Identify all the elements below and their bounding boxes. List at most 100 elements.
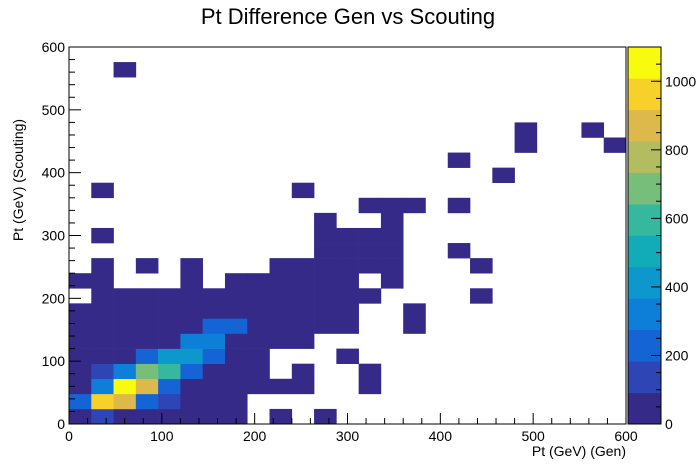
heatmap-cell [180, 393, 203, 410]
heatmap-cell [492, 167, 515, 184]
heatmap-cell [135, 333, 159, 349]
heatmap-cell [247, 348, 270, 364]
heatmap-cell [380, 212, 404, 229]
heatmap-cell [113, 288, 137, 304]
color-scale-segment [628, 392, 661, 425]
heatmap-cell [380, 258, 404, 274]
z-tick-label: 600 [665, 210, 689, 226]
heatmap-cell [158, 348, 181, 364]
y-tick-label: 500 [42, 102, 66, 118]
heatmap-cell [113, 303, 137, 319]
heatmap-cell [403, 318, 426, 334]
heatmap-cell [135, 318, 159, 334]
heatmap-cell [113, 318, 137, 334]
heatmap-cell [69, 318, 92, 334]
heatmap-cell [180, 378, 203, 395]
heatmap-cell [158, 393, 181, 410]
heatmap-cell [447, 197, 471, 214]
x-axis: 0 100 200 300 400 500 600 [65, 413, 638, 444]
heatmap-cell [291, 303, 315, 319]
heatmap-cell [91, 378, 114, 395]
heatmap-cell [202, 363, 226, 380]
heatmap-cell [135, 258, 159, 274]
heatmap-cell [202, 303, 226, 319]
heatmap-cell [514, 122, 538, 138]
color-scale-segment [628, 172, 661, 205]
heatmap-cell [336, 273, 359, 289]
color-scale-segment [628, 298, 661, 331]
color-scale-segment [628, 361, 661, 393]
heatmap-cell [135, 408, 159, 425]
heatmap-cell [247, 318, 270, 334]
heatmap-cell [135, 303, 159, 319]
heatmap-cell [91, 318, 114, 334]
heatmap-cell [224, 288, 248, 304]
heatmap-cell [358, 258, 382, 274]
heatmap-cell [291, 182, 315, 199]
z-tick-label: 800 [665, 142, 689, 158]
heatmap-cell [91, 273, 114, 289]
heatmap-cell [135, 363, 159, 380]
y-tick-label: 200 [42, 290, 66, 306]
heatmap-cell [247, 378, 270, 395]
heatmap-cell [358, 197, 382, 214]
x-tick-label: 600 [614, 428, 638, 444]
heatmap-cell [314, 273, 337, 289]
heatmap-cell [247, 273, 270, 289]
heatmap-cell [180, 348, 203, 364]
heatmap-cell [202, 408, 226, 425]
heatmap-cell [224, 318, 248, 334]
heatmap-cell [291, 273, 315, 289]
y-tick-label: 300 [42, 228, 66, 244]
x-axis-label: Pt (GeV) (Gen) [532, 443, 626, 459]
color-scale-axis: 0 200 400 600 800 1000 [651, 63, 696, 432]
heatmap-cell [380, 197, 404, 214]
heatmap-cell [358, 288, 382, 304]
heatmap-cell [224, 363, 248, 380]
heatmap-cell [269, 258, 293, 274]
heatmap-cell [336, 318, 359, 334]
heatmap-cell [158, 333, 181, 349]
heatmap-cell [470, 288, 493, 304]
heatmap-cell [202, 393, 226, 410]
x-tick-label: 0 [65, 428, 73, 444]
heatmap-cell [314, 212, 337, 229]
heatmap-cell [113, 348, 137, 364]
y-tick-label: 0 [57, 416, 65, 432]
heatmap-cell [135, 378, 159, 395]
heatmap-cell [247, 363, 270, 380]
heatmap-cell [447, 152, 471, 168]
x-tick-label: 300 [336, 428, 360, 444]
heatmap-cell [158, 378, 181, 395]
x-tick-label: 100 [150, 428, 174, 444]
heatmap-cell [291, 258, 315, 274]
x-tick-label: 400 [429, 428, 453, 444]
heatmap-cell [314, 243, 337, 259]
heatmap-cell [158, 318, 181, 334]
heatmap-cell [113, 363, 137, 380]
heatmap-cell [113, 333, 137, 349]
heatmap-cell [358, 243, 382, 259]
heatmap-cell [403, 197, 426, 214]
color-scale-segment [628, 204, 661, 236]
heatmap-cell [69, 333, 92, 349]
y-tick-label: 100 [42, 353, 66, 369]
heatmap-cell [291, 333, 315, 349]
heatmap-cell [380, 243, 404, 259]
heatmap-cell [224, 333, 248, 349]
heatmap-cell [91, 408, 114, 425]
heatmap-cell [69, 273, 92, 289]
heatmap-cell [135, 393, 159, 410]
heatmap-cell [224, 408, 248, 425]
heatmap-cell [69, 408, 92, 425]
heatmap-cell [91, 363, 114, 380]
heatmap-cell [224, 378, 248, 395]
heatmap-cell [247, 303, 270, 319]
heatmap-cell [158, 363, 181, 380]
heatmap-cell [336, 227, 359, 244]
heatmap-cell [380, 273, 404, 289]
heatmap-cell [447, 243, 471, 259]
heatmap-cell [247, 288, 270, 304]
color-scale-segment [628, 141, 661, 173]
